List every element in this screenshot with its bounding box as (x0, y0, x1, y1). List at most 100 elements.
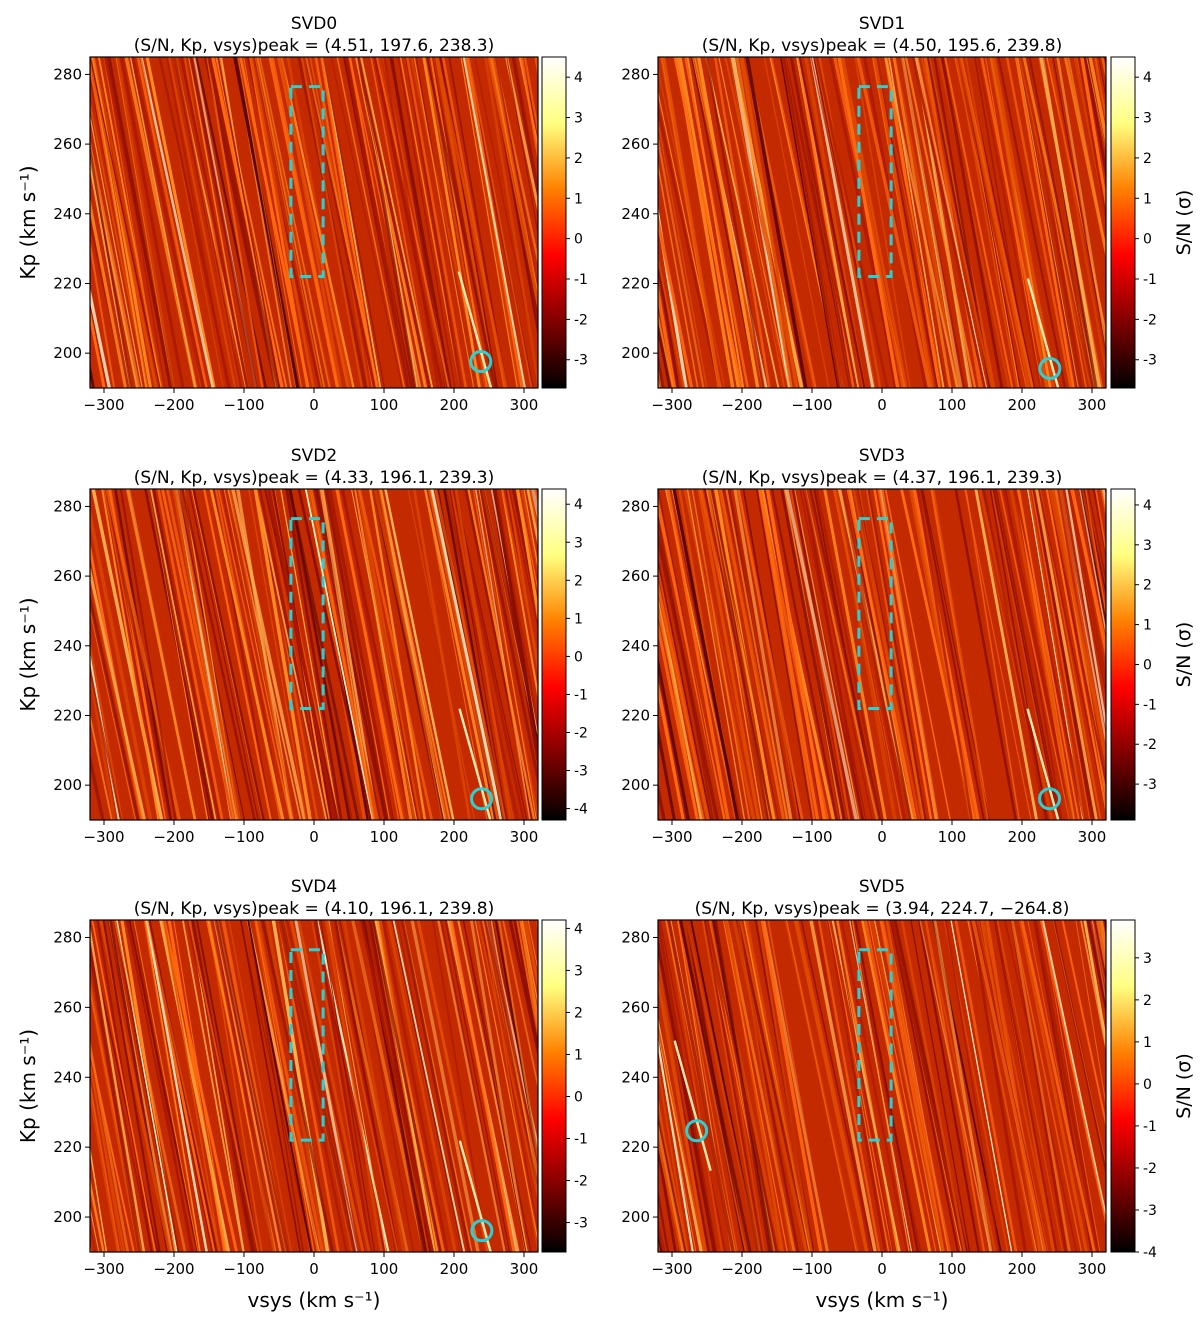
y-tick-label: 200 (621, 1208, 650, 1226)
heatmap-streak (658, 935, 717, 1252)
heatmap-streak (462, 920, 532, 1252)
heatmap-streak (1075, 920, 1106, 1109)
heatmap-streak (133, 920, 199, 1252)
heatmap-streak (658, 1187, 670, 1252)
heatmap-streak (757, 920, 814, 1252)
heatmap-streak (703, 489, 773, 820)
heatmap-streak (718, 57, 790, 388)
y-tick-label: 240 (621, 637, 650, 655)
heatmap-streak (384, 489, 455, 820)
colorbar-tick-label: -3 (574, 353, 588, 369)
heatmap-streak (971, 920, 1048, 1252)
y-tick-label: 200 (621, 776, 650, 794)
heatmap-streak (1031, 489, 1091, 820)
heatmap (0, 52, 538, 393)
heatmap-streak (174, 489, 242, 820)
heatmap-streak (963, 489, 1019, 820)
heatmap-streak (322, 57, 386, 388)
heatmap-streak (1010, 920, 1071, 1252)
heatmap-streak (90, 148, 139, 388)
heatmap-streak (450, 489, 515, 820)
heatmap-streak (944, 57, 1014, 388)
heatmap-streak (919, 920, 992, 1252)
heatmap-streak (823, 489, 887, 820)
heatmap-streak (736, 489, 804, 820)
y-tick-label: 240 (621, 205, 650, 223)
heatmap-streak (0, 52, 10, 393)
x-tick-label: 200 (440, 396, 469, 414)
heatmap-streak (758, 489, 829, 820)
colorbar-tick-label: -3 (1143, 777, 1157, 793)
heatmap-streak (90, 1092, 119, 1252)
heatmap-streak (658, 254, 680, 388)
heatmap-streak (686, 489, 746, 820)
heatmap-streak (501, 489, 538, 665)
x-tick-label: 100 (370, 1260, 399, 1278)
heatmap-streak (1017, 57, 1079, 388)
y-tick-label: 240 (53, 1068, 82, 1086)
heatmap-streak (228, 920, 293, 1252)
y-tick-label: 220 (621, 706, 650, 724)
heatmap-streak (658, 1121, 685, 1252)
heatmap-streak (789, 57, 852, 388)
heatmap-streak (309, 489, 376, 820)
heatmap-streak (724, 57, 799, 388)
heatmap-streak (228, 489, 295, 820)
heatmap-streak (443, 489, 520, 820)
heatmap-streak (119, 489, 177, 820)
heatmap-streak (506, 57, 538, 237)
x-tick-label: 200 (1008, 1260, 1037, 1278)
heatmap-streak (701, 920, 762, 1252)
x-tick-label: −200 (153, 396, 194, 414)
peak-streak (1026, 278, 1060, 388)
heatmap-streak (105, 489, 182, 820)
heatmap-streak (425, 57, 497, 388)
heatmap (90, 920, 538, 1252)
colorbar-tick-label: 3 (574, 963, 583, 979)
heatmap-streak (483, 489, 538, 745)
y-tick-label: 260 (621, 135, 650, 153)
heatmap-streak (522, 920, 538, 991)
heatmap-streak (997, 57, 1067, 388)
heatmap-streak (469, 920, 528, 1252)
heatmap-streak (330, 57, 403, 388)
heatmap-streak (223, 489, 294, 820)
heatmap-streak (658, 282, 677, 388)
heatmap-streak (814, 57, 876, 388)
peak-marker (470, 787, 494, 811)
heatmap-streak (0, 484, 11, 825)
heatmap-streak (146, 920, 221, 1252)
heatmap-streak (937, 57, 1011, 388)
heatmap-streak (1020, 920, 1096, 1252)
heatmap-streak (780, 57, 839, 388)
panel-svd0: −300 −200 −100 0 100 200 300200220240260280SVD… (0, 14, 588, 414)
y-tick-label: 280 (621, 497, 650, 515)
heatmap-streak (149, 489, 217, 820)
heatmap-streak (324, 489, 389, 820)
heatmap-streak (102, 920, 161, 1252)
colorbar-gradient (1110, 56, 1136, 389)
heatmap-streak (214, 920, 286, 1252)
heatmap-streak (359, 920, 435, 1252)
heatmap-streak (519, 920, 538, 1031)
heatmap-streak (989, 489, 1048, 820)
heatmap-streak (243, 57, 303, 388)
panel-title: SVD0 (291, 14, 337, 34)
colorbar-tick-label: 0 (574, 1090, 583, 1106)
colorbar-tick-label: 1 (1143, 618, 1152, 634)
heatmap-streak (736, 920, 793, 1252)
y-tick-label: 260 (621, 998, 650, 1016)
heatmap-streak (1093, 920, 1106, 983)
heatmap-streak (1086, 920, 1106, 1015)
heatmap-streak (189, 57, 258, 388)
x-tick-label: 0 (877, 396, 887, 414)
heatmap-streak (658, 319, 672, 388)
colorbar-tick-label: -4 (574, 802, 588, 818)
heatmap-streak (231, 489, 307, 820)
heatmap-streak (724, 920, 785, 1252)
heatmap-streak (474, 489, 538, 820)
colorbar-label: S/N (σ) (1173, 1053, 1195, 1119)
heatmap-streak (672, 489, 740, 820)
heatmap-streak (1035, 489, 1098, 820)
heatmap-streak (736, 920, 812, 1252)
